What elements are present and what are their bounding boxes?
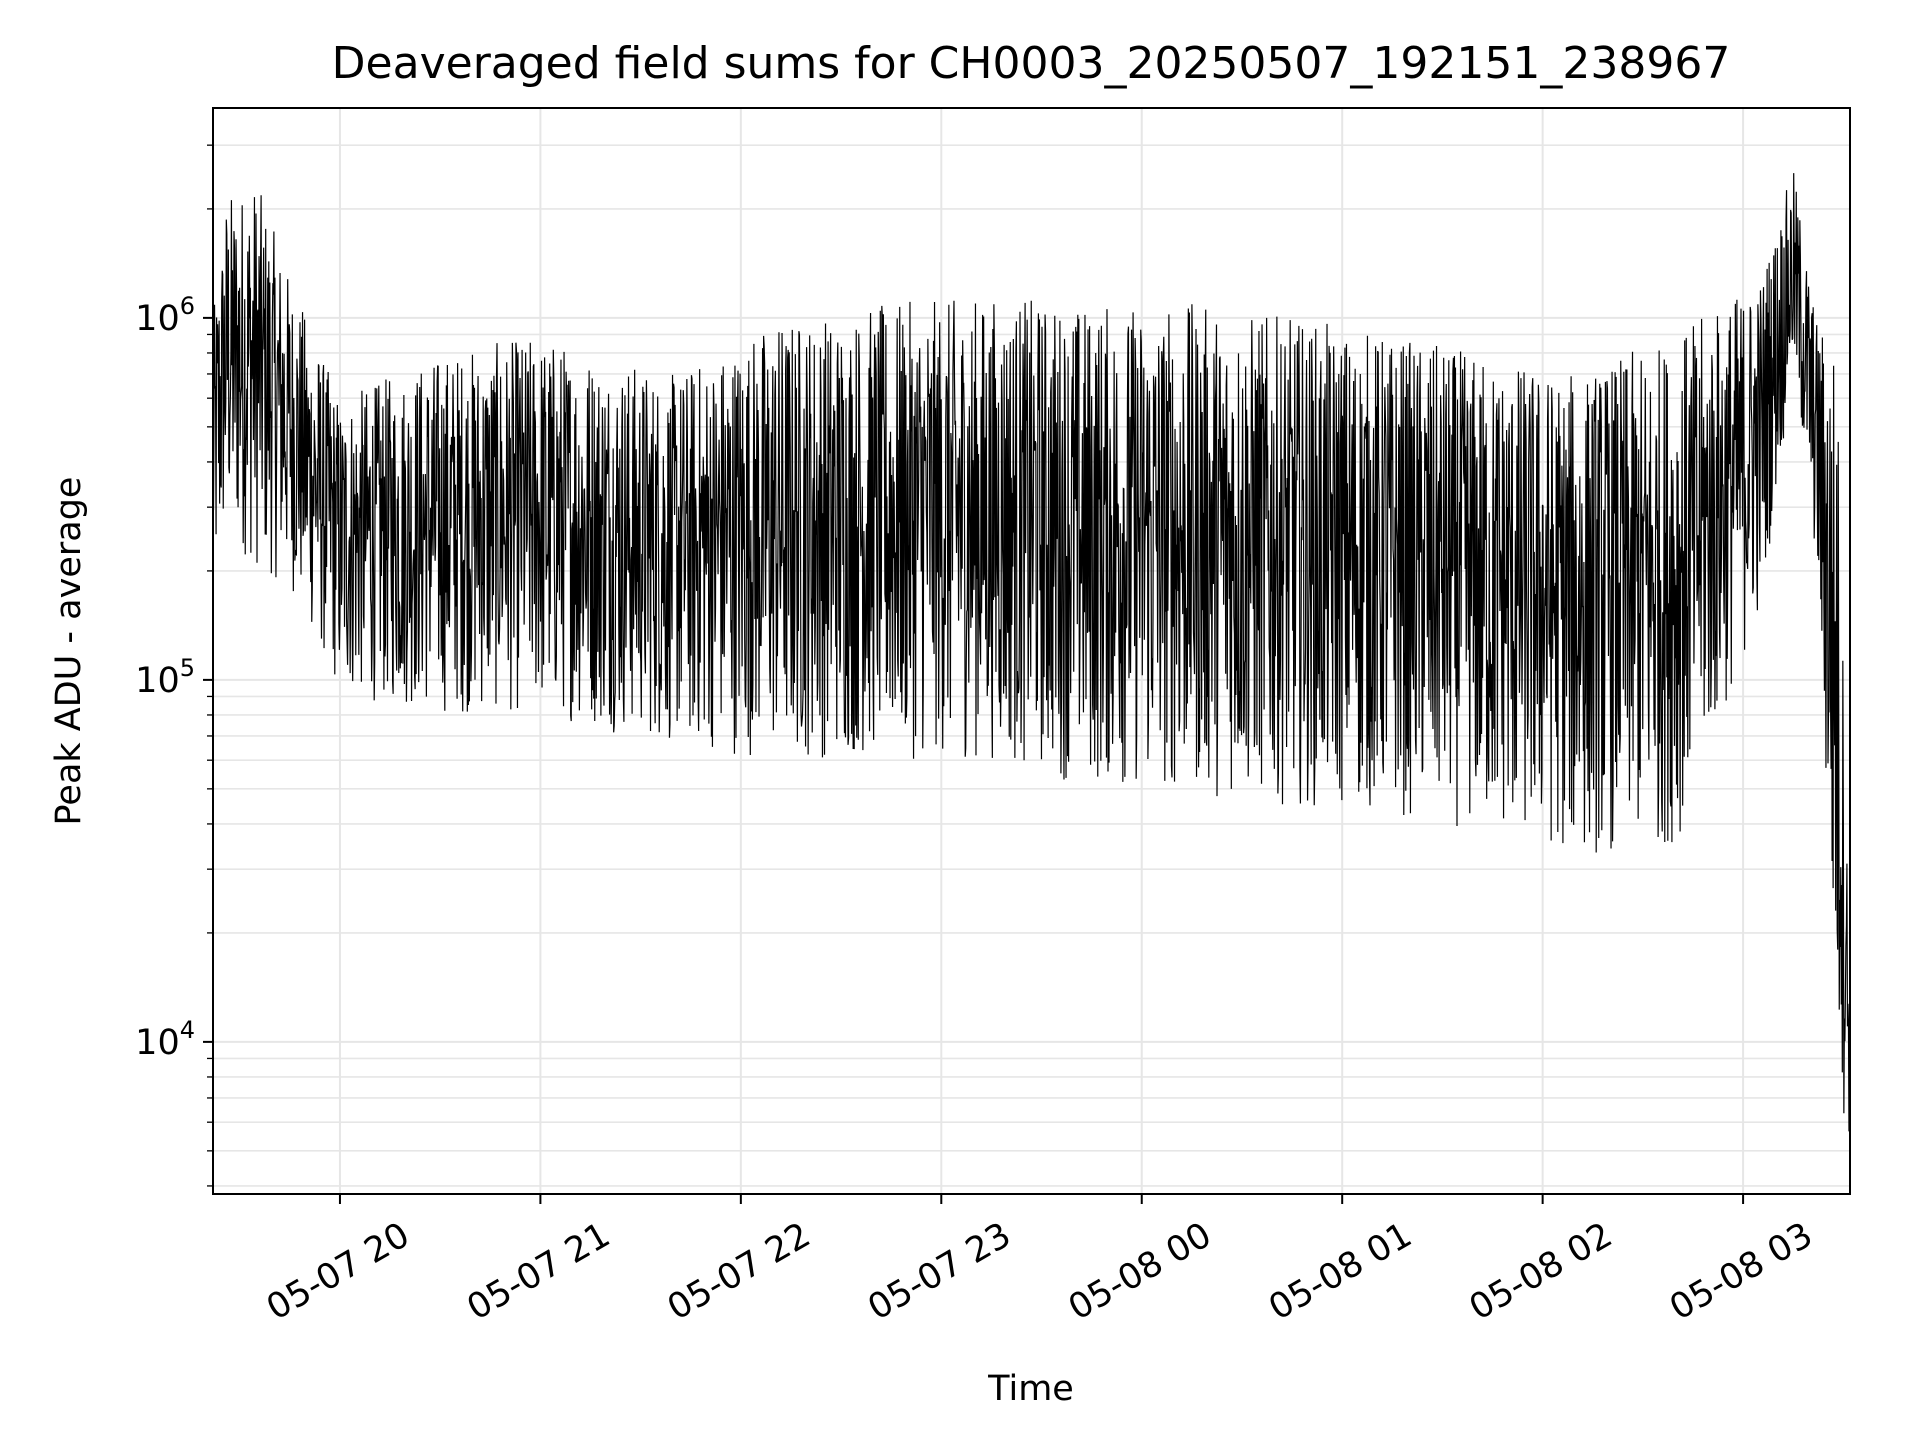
y-tick-label: 105 <box>135 654 195 701</box>
series-line <box>212 173 1851 1132</box>
y-tick-label: 106 <box>135 292 195 339</box>
y-tick-label: 104 <box>135 1016 195 1063</box>
y-axis-label: Peak ADU - average <box>49 477 89 826</box>
chart-title: Deaveraged field sums for CH0003_2025050… <box>332 38 1731 89</box>
plot-frame <box>212 107 1851 1195</box>
x-axis-label: Time <box>987 1369 1074 1409</box>
plot-area <box>212 173 1851 1132</box>
